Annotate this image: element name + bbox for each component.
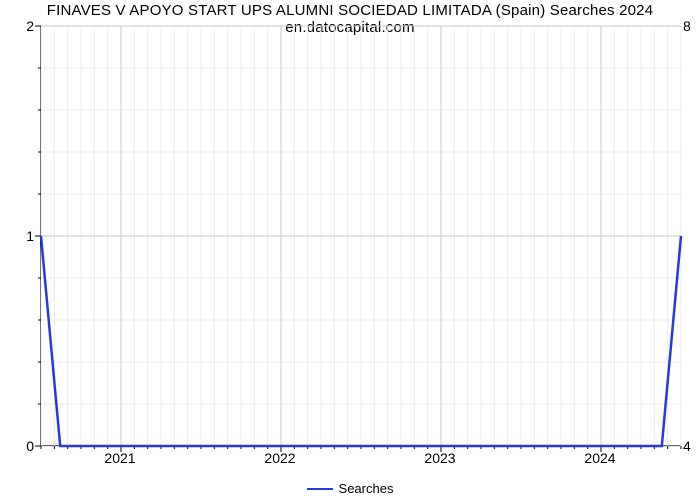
legend-swatch — [307, 488, 333, 490]
y-tick-label: 2 — [26, 18, 34, 34]
y2-tick-label: 4 — [683, 438, 691, 454]
x-tick-label: 2021 — [104, 450, 135, 466]
x-tick-label: 2022 — [264, 450, 295, 466]
plot-svg — [41, 26, 681, 446]
legend: Searches — [0, 480, 700, 496]
y2-tick-label: 8 — [683, 18, 691, 34]
y-tick-label: 1 — [26, 228, 34, 244]
x-tick-label: 2024 — [584, 450, 615, 466]
legend-label: Searches — [339, 481, 394, 496]
plot-area — [40, 26, 680, 446]
x-tick-label: 2023 — [424, 450, 455, 466]
y-tick-label: 0 — [26, 438, 34, 454]
